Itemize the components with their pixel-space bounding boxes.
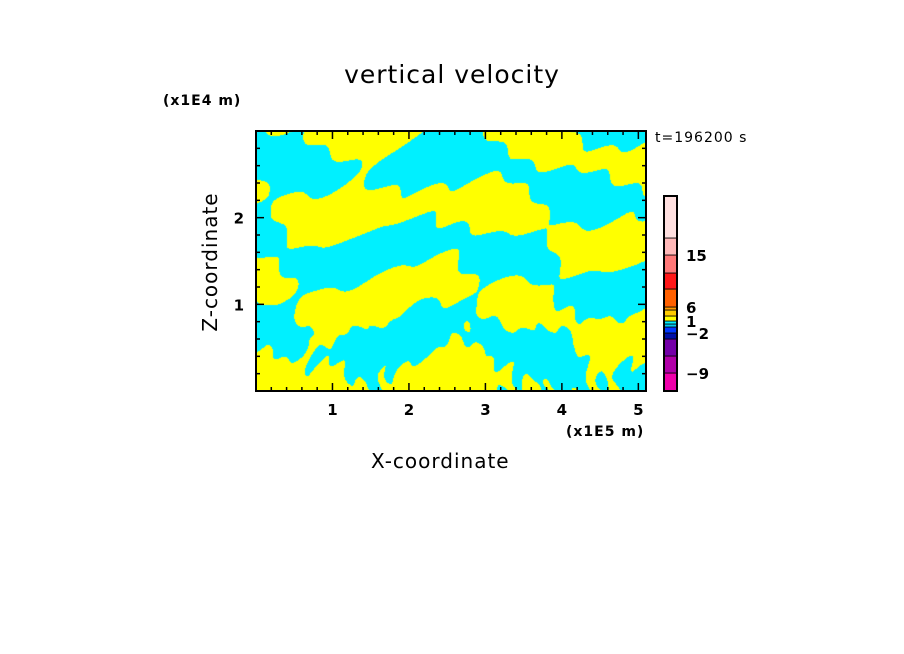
- colorbar-segment: [663, 338, 678, 357]
- colorbar-segment: [663, 306, 678, 311]
- colorbar-segment: [663, 372, 678, 392]
- colorbar-tick-label: −2: [686, 325, 709, 343]
- colorbar-segment: [663, 237, 678, 256]
- colorbar-tick-label: 1: [686, 313, 696, 331]
- colorbar-segment: [663, 320, 678, 325]
- colorbar-segment: [663, 195, 678, 239]
- colorbar-segment: [663, 315, 678, 322]
- chart-title: vertical velocity: [344, 60, 560, 89]
- colorbar-tick-label: −9: [686, 365, 709, 383]
- colorbar-tick-label: 6: [686, 299, 696, 317]
- y-tick-label: 2: [234, 210, 244, 228]
- y-axis-unit: (x1E4 m): [163, 93, 242, 109]
- x-axis-label: X-coordinate: [371, 449, 510, 473]
- colorbar-segment: [663, 355, 678, 374]
- x-tick-label: 1: [327, 401, 337, 419]
- x-tick-label: 3: [480, 401, 490, 419]
- colorbar-tick-label: 15: [686, 247, 707, 265]
- x-tick-label: 4: [557, 401, 567, 419]
- x-axis-unit: (x1E5 m): [566, 424, 645, 440]
- colorbar-segment: [663, 332, 678, 340]
- colorbar-segment: [663, 323, 678, 328]
- colorbar-segment: [663, 254, 678, 274]
- time-annotation: t=196200 s: [655, 130, 748, 146]
- colorbar-segment: [663, 272, 678, 290]
- colorbar-segment: [663, 309, 678, 317]
- colorbar-segment: [663, 288, 678, 308]
- x-tick-label: 2: [404, 401, 414, 419]
- colorbar-frame: [663, 195, 678, 392]
- velocity-field: [256, 131, 646, 391]
- y-tick-label: 1: [234, 296, 244, 314]
- plot-frame: [255, 130, 647, 392]
- x-tick-label: 5: [633, 401, 643, 419]
- colorbar-segment: [663, 326, 678, 334]
